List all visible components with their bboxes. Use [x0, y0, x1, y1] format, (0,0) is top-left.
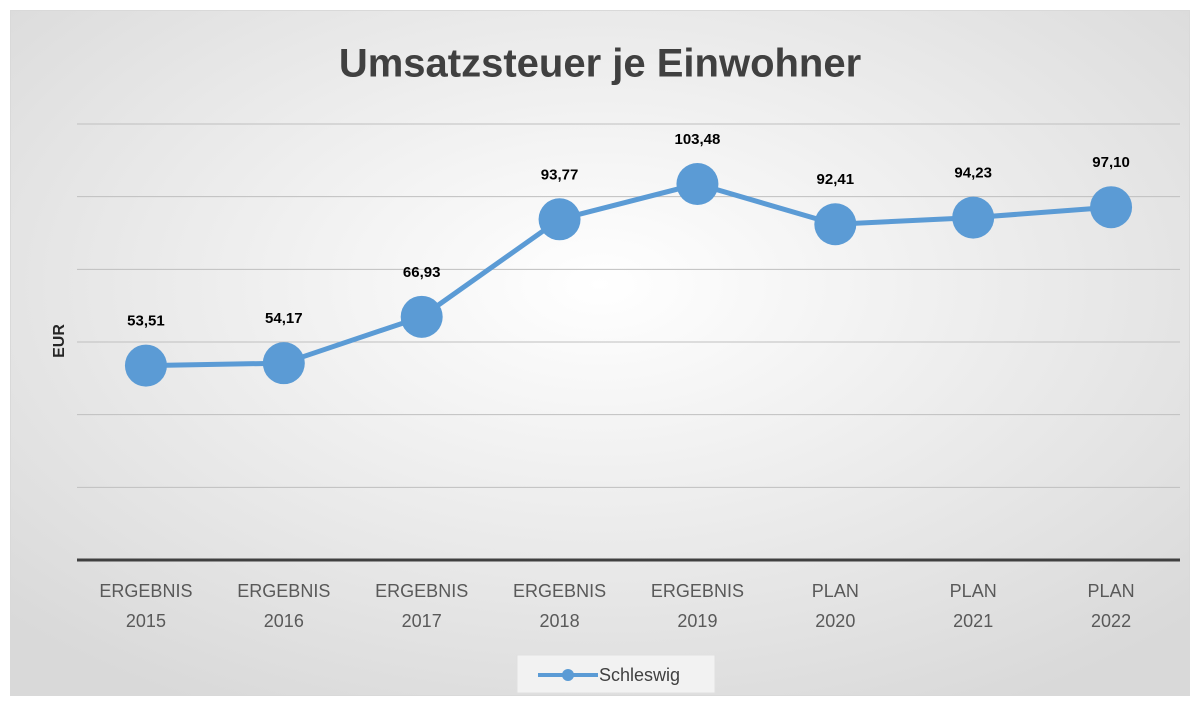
data-label: 92,41	[817, 171, 855, 188]
data-label: 103,48	[674, 131, 720, 148]
x-tick-label: PLAN 2020	[812, 581, 859, 631]
legend-label: Schleswig	[599, 665, 680, 685]
data-label: 94,23	[954, 165, 992, 182]
x-tick-label: ERGEBNIS 2016	[237, 581, 330, 631]
data-point	[262, 342, 305, 385]
chart-area	[10, 10, 1190, 696]
x-tick-label: ERGEBNIS 2019	[651, 581, 744, 631]
y-axis-label: EUR	[51, 324, 68, 358]
data-point	[1090, 186, 1133, 229]
series-line	[145, 181, 1112, 369]
data-label: 97,10	[1092, 154, 1130, 171]
data-point	[676, 163, 719, 206]
data-label: 53,51	[127, 313, 165, 330]
data-label: 93,77	[541, 166, 579, 183]
legend-marker	[562, 669, 574, 681]
x-tick-label: PLAN 2022	[1088, 581, 1135, 631]
x-tick-label: PLAN 2021	[950, 581, 997, 631]
x-tick-label: ERGEBNIS 2015	[99, 581, 192, 631]
data-point	[400, 295, 443, 338]
data-point	[952, 196, 995, 239]
chart-title: Umsatzsteuer je Einwohner	[339, 42, 861, 86]
x-tick-label: ERGEBNIS 2017	[375, 581, 468, 631]
x-tick-label: ERGEBNIS 2018	[513, 581, 606, 631]
data-label: 54,17	[265, 310, 303, 327]
data-point	[124, 344, 167, 387]
data-label: 66,93	[403, 264, 441, 281]
data-point	[538, 198, 581, 241]
data-point	[814, 203, 857, 246]
